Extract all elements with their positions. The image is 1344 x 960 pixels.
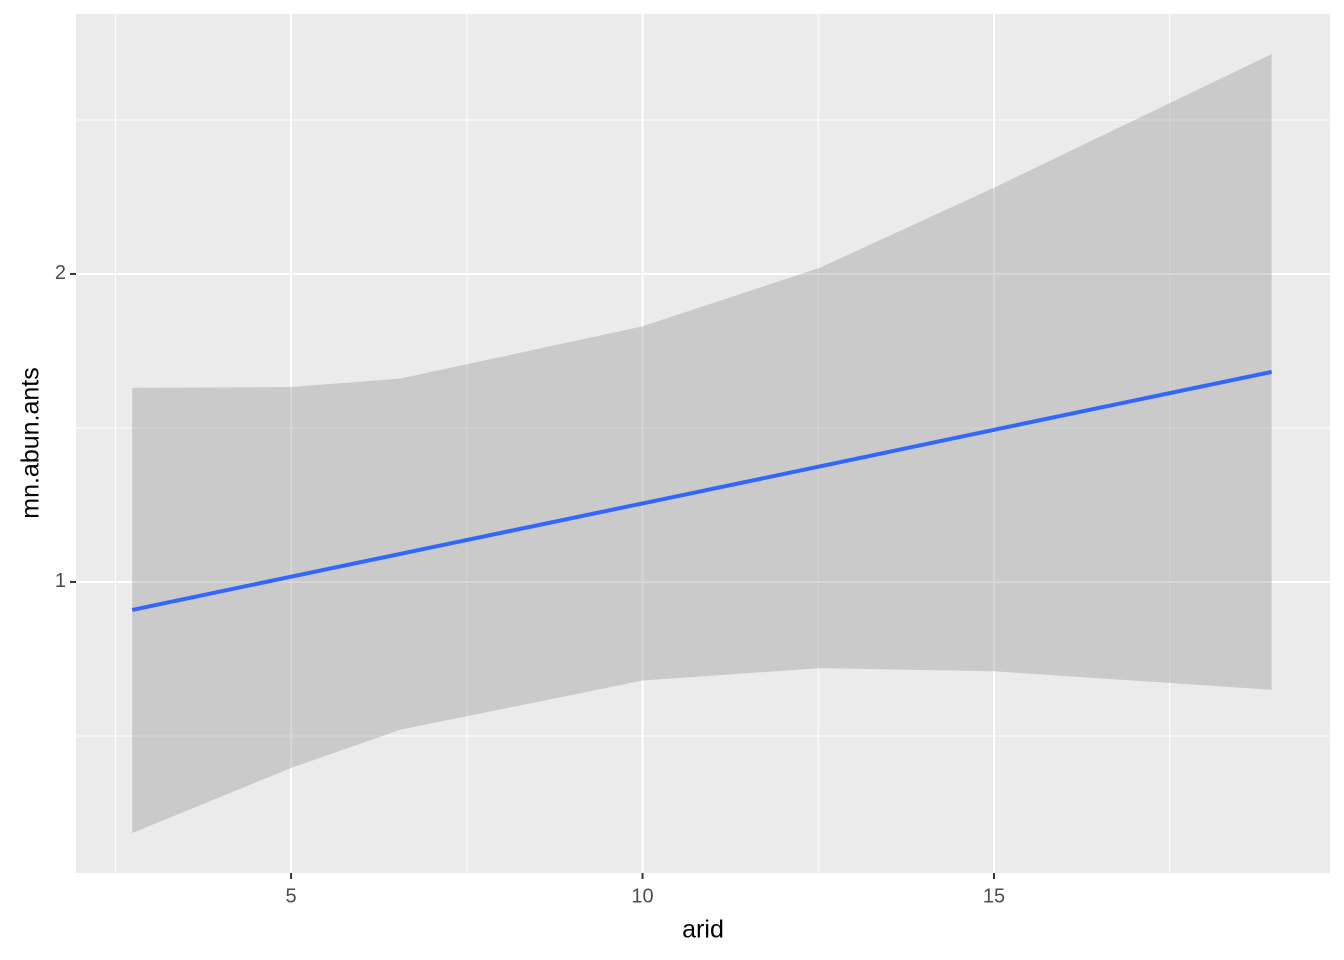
x-axis-title: arid: [682, 916, 724, 944]
x-tick-label: 15: [983, 885, 1005, 907]
y-tick-label: 2: [55, 262, 66, 284]
x-tick-label: 10: [631, 885, 653, 907]
fit-line: [131, 369, 1273, 612]
x-tick-label: 5: [286, 885, 297, 907]
panel: [76, 14, 1330, 873]
y-axis-title: mn.abun.ants: [17, 367, 45, 519]
y-tick-label: 1: [55, 570, 66, 592]
confidence-band: [132, 54, 1272, 833]
